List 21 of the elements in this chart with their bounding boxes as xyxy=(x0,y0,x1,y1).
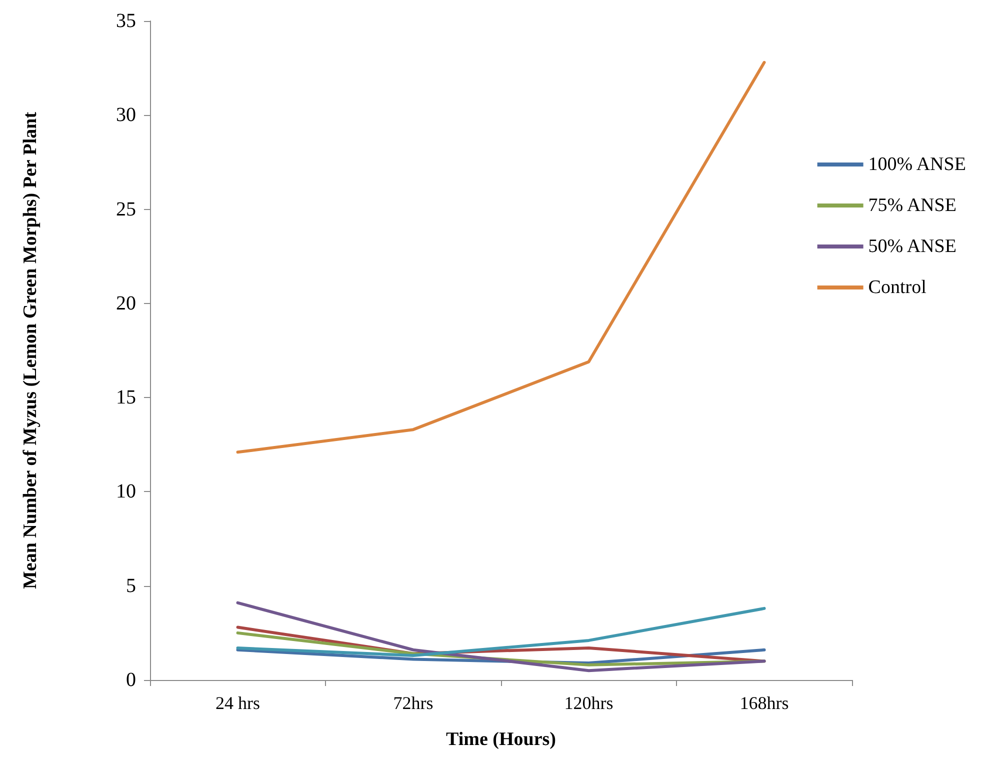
y-tick-label: 15 xyxy=(116,386,136,409)
legend-label: 75% ANSE xyxy=(868,195,956,216)
y-tick-label: 10 xyxy=(116,480,136,503)
x-tick-label: 120hrs xyxy=(564,693,614,713)
line-series xyxy=(236,606,766,658)
y-axis-title: Mean Number of Myzus (Lemon Green Morphs) Per Plant xyxy=(20,111,41,590)
legend-label: 100% ANSE xyxy=(868,154,966,175)
y-tick-label: 35 xyxy=(116,10,136,32)
y-tick-label: 30 xyxy=(116,104,136,126)
x-tick-label: 168hrs xyxy=(740,693,789,713)
y-tick-label: 0 xyxy=(126,669,136,691)
x-tick-label: 72hrs xyxy=(393,693,434,713)
legend-label: Control xyxy=(868,277,926,298)
x-axis-title: Time (Hours) xyxy=(446,729,556,750)
y-tick-label: 20 xyxy=(116,292,136,314)
x-tick-label: 24 hrs xyxy=(216,693,260,713)
legend-label: 50% ANSE xyxy=(868,236,956,257)
y-tick-label: 5 xyxy=(126,574,136,597)
line-series xyxy=(236,601,766,672)
y-tick-label: 25 xyxy=(116,198,136,220)
line-series xyxy=(236,60,766,454)
